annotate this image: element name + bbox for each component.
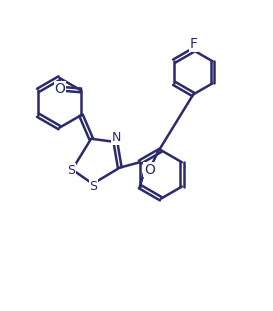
Text: F: F <box>189 37 197 51</box>
Text: N: N <box>112 131 121 144</box>
Text: S: S <box>67 164 75 177</box>
Text: S: S <box>90 180 97 193</box>
Text: O: O <box>144 163 155 177</box>
Text: O: O <box>54 82 65 96</box>
